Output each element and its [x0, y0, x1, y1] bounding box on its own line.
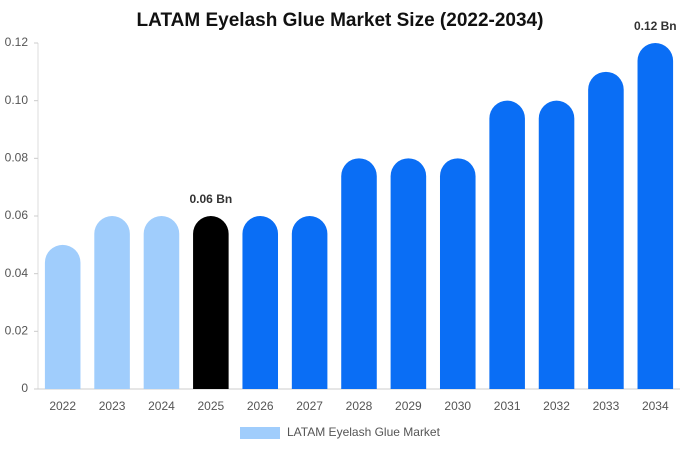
x-tick-label: 2022 — [49, 399, 76, 413]
y-tick-label: 0.02 — [5, 324, 29, 338]
value-label: 0.06 Bn — [190, 192, 233, 206]
value-label: 0.12 Bn — [634, 19, 677, 33]
bar — [341, 158, 377, 389]
x-tick-label: 2026 — [247, 399, 274, 413]
bar — [489, 100, 525, 389]
bar — [538, 100, 575, 389]
y-tick-label: 0.04 — [5, 266, 29, 280]
legend-label: LATAM Eyelash Glue Market — [287, 425, 441, 439]
chart-title: LATAM Eyelash Glue Market Size (2022-203… — [137, 10, 544, 31]
x-tick-label: 2023 — [99, 399, 126, 413]
y-tick-label: 0.06 — [5, 208, 29, 222]
x-tick-label: 2027 — [296, 399, 323, 413]
x-tick-label: 2033 — [593, 399, 620, 413]
bar — [588, 71, 624, 390]
bar — [143, 216, 180, 389]
bar — [439, 158, 476, 389]
bar — [637, 42, 674, 389]
legend-swatch — [240, 427, 280, 439]
y-tick-label: 0.08 — [5, 151, 29, 165]
y-tick-label: 0.12 — [5, 35, 29, 49]
bar — [390, 158, 427, 389]
x-tick-label: 2034 — [642, 399, 669, 413]
bar — [193, 216, 229, 389]
x-tick-label: 2029 — [395, 399, 422, 413]
bar — [44, 244, 81, 389]
bar — [242, 215, 279, 389]
x-tick-label: 2024 — [148, 399, 175, 413]
bar — [291, 215, 328, 389]
bar — [94, 216, 130, 389]
y-tick-label: 0.10 — [5, 93, 29, 107]
x-tick-label: 2031 — [494, 399, 521, 413]
x-tick-label: 2032 — [543, 399, 570, 413]
x-tick-label: 2025 — [197, 399, 224, 413]
x-tick-label: 2030 — [444, 399, 471, 413]
y-tick-label: 0 — [21, 381, 28, 395]
x-tick-label: 2028 — [346, 399, 373, 413]
